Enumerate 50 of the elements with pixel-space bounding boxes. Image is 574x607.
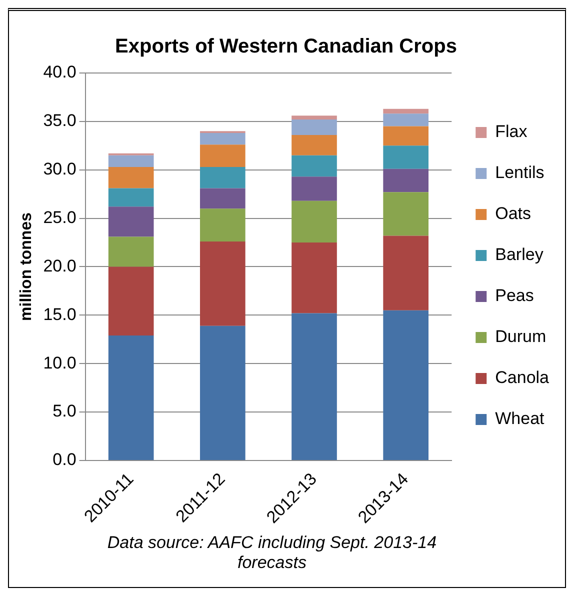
bar bbox=[200, 242, 246, 326]
bar bbox=[292, 200, 337, 243]
y-tick-label: 40.0 bbox=[43, 62, 76, 82]
bar bbox=[292, 242, 337, 314]
bar bbox=[383, 168, 429, 192]
y-tick-label: 10.0 bbox=[43, 353, 76, 372]
y-tick-label: 0.0 bbox=[52, 450, 76, 470]
bar bbox=[292, 119, 337, 135]
y-tick-label: 35.0 bbox=[43, 111, 76, 130]
legend-label: Durum bbox=[495, 327, 546, 346]
bar bbox=[383, 310, 429, 460]
bar bbox=[200, 326, 246, 460]
bar bbox=[108, 166, 154, 188]
y-tick-label: 5.0 bbox=[52, 402, 76, 421]
y-tick-label: 20.0 bbox=[43, 256, 76, 276]
legend-label: Wheat bbox=[495, 409, 545, 428]
y-tick-label: 25.0 bbox=[43, 208, 76, 227]
y-tick-label: 30.0 bbox=[43, 160, 76, 179]
y-axis-title: million tonnes bbox=[18, 212, 36, 321]
bar bbox=[383, 114, 429, 126]
bar bbox=[200, 208, 246, 242]
bar bbox=[200, 144, 246, 167]
bar bbox=[200, 166, 246, 188]
bar bbox=[200, 133, 246, 145]
legend-label: Peas bbox=[495, 286, 534, 306]
source-note: Data source: AAFC including Sept. 2013-14 forecasts bbox=[106, 532, 438, 574]
legend-label: Barley bbox=[495, 245, 544, 264]
bar bbox=[383, 126, 429, 146]
bar bbox=[108, 266, 154, 336]
bar bbox=[108, 336, 154, 460]
bar bbox=[383, 192, 429, 236]
bar bbox=[292, 116, 337, 120]
bar bbox=[108, 206, 154, 237]
bar bbox=[383, 146, 429, 169]
y-tick-label: 15.0 bbox=[43, 304, 76, 324]
bar bbox=[383, 236, 429, 310]
chart-title: Exports of Western Canadian Crops bbox=[115, 36, 457, 58]
bar bbox=[108, 188, 154, 207]
legend-label: Oats bbox=[495, 204, 532, 224]
legend-label: Canola bbox=[495, 368, 550, 388]
bar bbox=[108, 236, 154, 267]
legend-label: Lentils bbox=[495, 163, 544, 182]
legend-label: Flax bbox=[495, 122, 528, 142]
bar bbox=[292, 176, 337, 201]
bar bbox=[292, 313, 337, 460]
bar bbox=[383, 108, 429, 114]
bar bbox=[108, 155, 154, 167]
bar bbox=[292, 155, 337, 177]
bar bbox=[292, 134, 337, 156]
bar bbox=[200, 188, 246, 209]
